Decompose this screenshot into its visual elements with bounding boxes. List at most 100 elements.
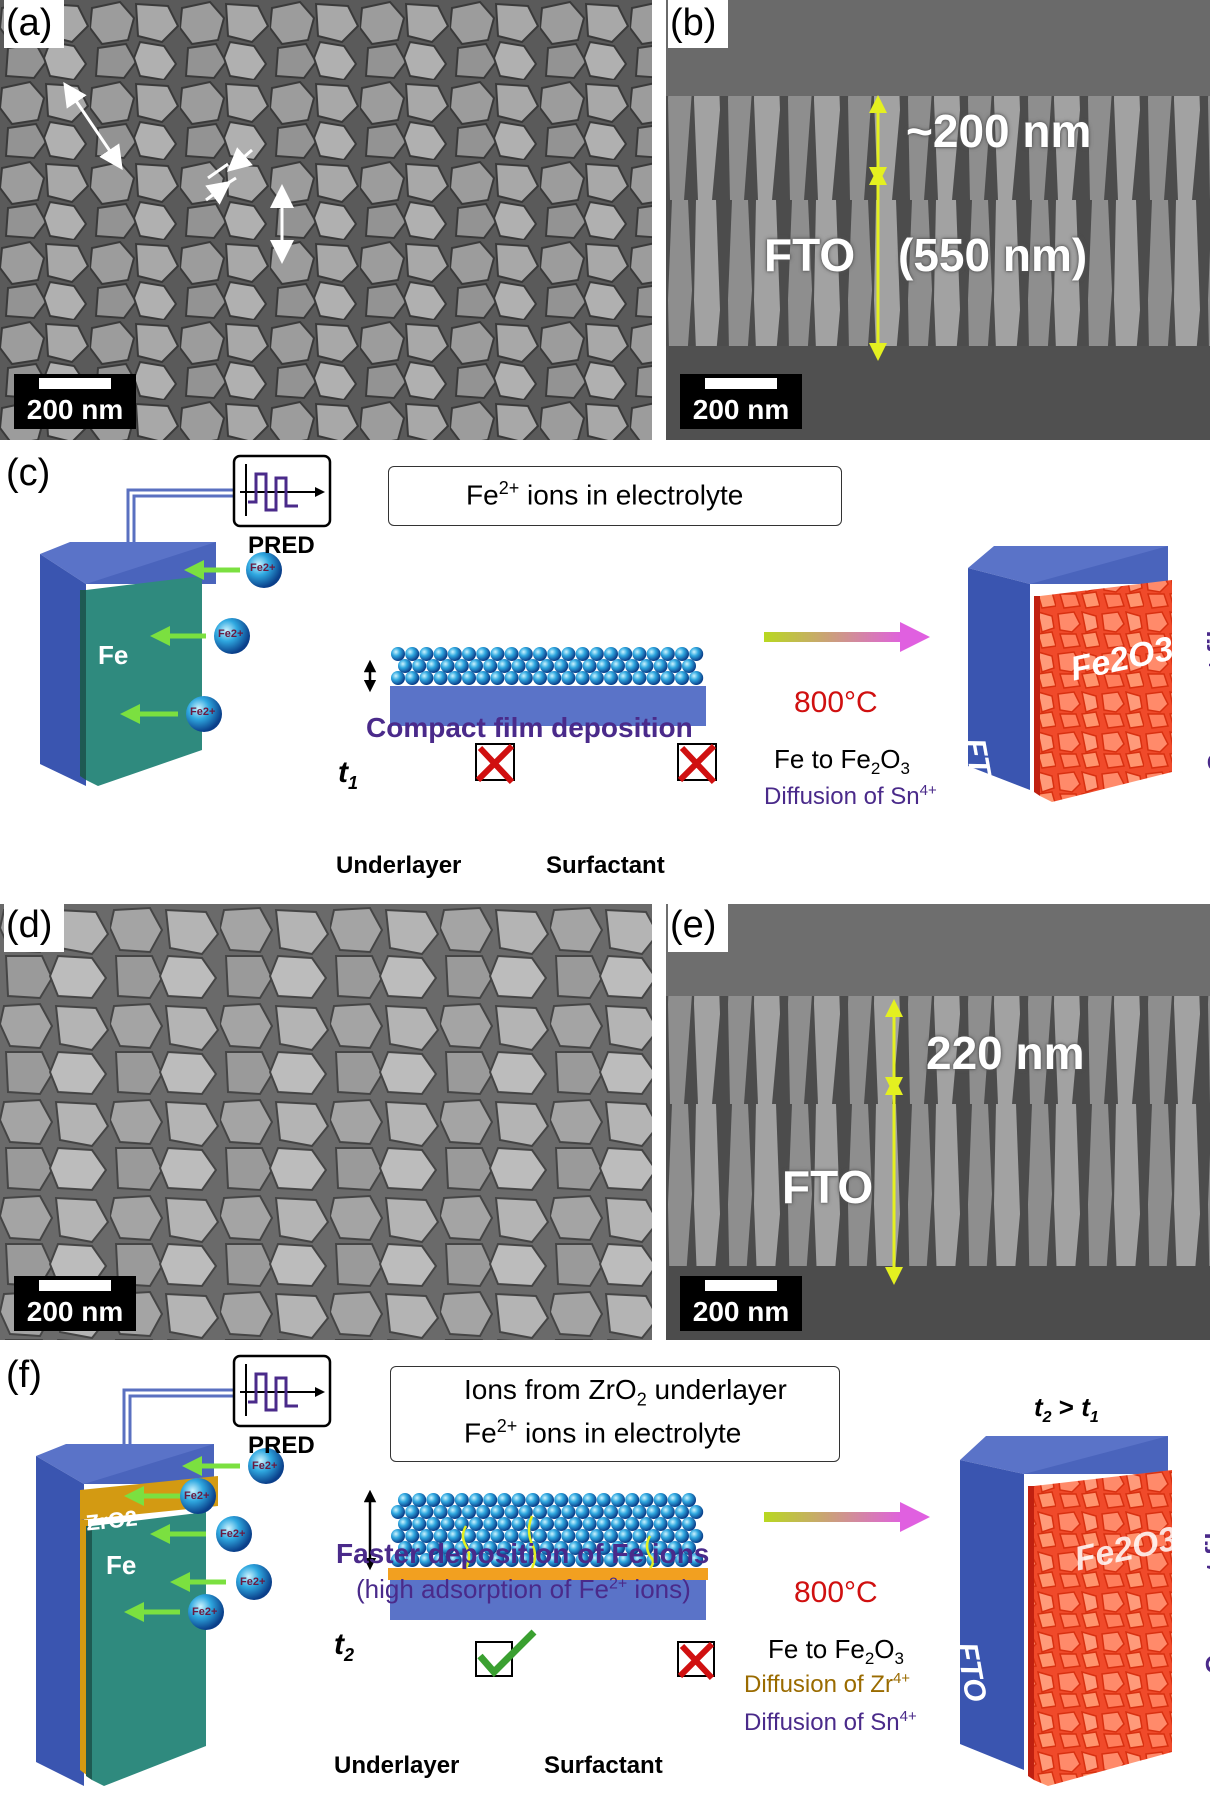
film-sphere [398, 1541, 412, 1555]
film-sphere [504, 1505, 519, 1519]
film-sphere [462, 1529, 476, 1543]
film-sphere [575, 647, 590, 661]
diffusion-zr-f: Diffusion of Zr4+ [744, 1670, 910, 1699]
panel-label-a-text: (a) [6, 2, 53, 44]
film-sphere [518, 671, 533, 685]
ion-label-f-4: Fe2+ [240, 1576, 266, 1588]
film-sphere [497, 1493, 512, 1507]
film-sphere [667, 1541, 682, 1555]
film-sphere [660, 1553, 675, 1567]
scalebar-a-label: 200 nm [26, 394, 124, 425]
film-sphere [419, 647, 434, 661]
thickness-label-e: 220 nm [926, 1027, 1085, 1079]
film-sphere [611, 1541, 625, 1555]
ion-label-c-2: Fe2+ [218, 628, 244, 640]
film-sphere [611, 1517, 625, 1531]
result-side-label-c: Compact film [1202, 607, 1210, 772]
film-sphere [689, 671, 704, 685]
film-sphere [511, 659, 526, 673]
film-sphere [568, 1517, 583, 1531]
legend-fe-c: Fe2+ ions in electrolyte [466, 478, 743, 511]
film-sphere [689, 1529, 704, 1543]
film-sphere [476, 1529, 491, 1543]
film-sphere [447, 1505, 462, 1519]
film-sphere [419, 1529, 434, 1543]
film-sphere [625, 1517, 640, 1531]
film-sphere [618, 1553, 633, 1567]
film-sphere [483, 1493, 498, 1507]
film-sphere [490, 647, 505, 661]
film-sphere [646, 1505, 661, 1519]
film-sphere [504, 1553, 519, 1567]
film-sphere [476, 1553, 491, 1567]
diffusion-sn-f-text: Diffusion of Sn [744, 1709, 900, 1736]
film-sphere [490, 671, 505, 685]
film-sphere [625, 1541, 640, 1555]
sem-image-d [0, 904, 652, 1340]
film-spheres-f [391, 1493, 704, 1567]
subtitle-f-sup: 2+ [608, 1575, 628, 1593]
film-sphere [433, 671, 448, 685]
film-sphere [497, 659, 512, 673]
film-sphere [639, 1517, 654, 1531]
legend-fe-f: Fe2+ ions in electrolyte [464, 1416, 741, 1449]
scalebar-d: 200 nm [14, 1276, 136, 1331]
film-sphere [554, 1493, 569, 1507]
conv-c-sub: 2 [870, 759, 881, 779]
ion-label-c-3: Fe2+ [190, 706, 216, 718]
film-sphere [575, 1553, 590, 1567]
film-sphere [589, 1553, 604, 1567]
film-sphere [454, 659, 469, 673]
film-sphere [625, 659, 640, 673]
t1-symbol: t [338, 756, 348, 789]
film-sphere [469, 1493, 483, 1507]
conversion-f: Fe to Fe2O3 [768, 1634, 904, 1669]
film-sphere [391, 1553, 405, 1567]
legend-zr-f-a: Ions from ZrO [464, 1374, 637, 1405]
film-sphere [646, 647, 661, 661]
film-sphere [625, 1493, 640, 1507]
substrate-label-b: FTO [764, 229, 856, 281]
t2-sub: 2 [344, 1645, 355, 1665]
film-sphere [604, 1505, 618, 1519]
pred-label-f: PRED [248, 1432, 315, 1459]
film-sphere [540, 1517, 554, 1531]
panel-label-e-bg [668, 904, 728, 952]
electrode-zro2-label-f: ZrO2 [84, 1505, 139, 1536]
film-sphere [589, 1529, 604, 1543]
film-sphere [433, 1505, 448, 1519]
conv-c-b: O [880, 744, 901, 774]
diffusion-sn-c: Diffusion of Sn4+ [764, 782, 937, 811]
film-sphere [405, 1553, 420, 1567]
film-sphere [483, 659, 498, 673]
film-sphere [547, 671, 562, 685]
film-sphere [604, 647, 618, 661]
compare-op: > [1051, 1392, 1082, 1422]
film-sphere [391, 671, 405, 685]
panel-label-e: (e) [670, 904, 717, 946]
legend-box-c [388, 466, 842, 526]
electrode-fe-label-f: Fe [106, 1550, 137, 1580]
film-sphere [440, 1493, 455, 1507]
film-sphere [412, 1517, 427, 1531]
film-sphere [682, 1517, 696, 1531]
film-sphere [653, 1517, 668, 1531]
film-sphere [454, 1493, 469, 1507]
film-sphere [497, 1517, 512, 1531]
film-sphere [398, 659, 412, 673]
film-sphere [618, 647, 633, 661]
legend-fe-c-a: Fe [466, 479, 499, 511]
film-sphere [582, 659, 597, 673]
scalebar-b-label: 200 nm [692, 394, 790, 425]
subtitle-f-a: (high adsorption of Fe [356, 1574, 609, 1604]
pred-label-c: PRED [248, 532, 315, 559]
film-sphere [490, 1505, 505, 1519]
conv-f-sub2: 3 [894, 1649, 904, 1669]
film-sphere [568, 1541, 583, 1555]
panel-label-d: (d) [6, 904, 53, 946]
film-sphere [682, 1493, 696, 1507]
substrate-label-e: FTO [782, 1161, 874, 1213]
film-sphere [582, 1493, 597, 1507]
diffusion-sn-c-sup: 4+ [919, 782, 937, 799]
film-sphere [596, 1493, 611, 1507]
